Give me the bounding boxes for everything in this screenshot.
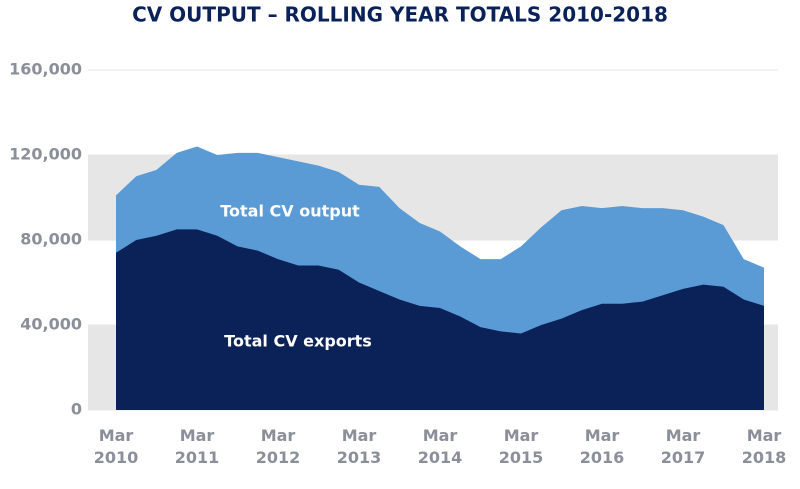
area [116,229,764,410]
y-tick-label: 160,000 [9,60,82,79]
y-tick-label: 80,000 [20,230,82,249]
series-label: Total CV output [220,202,360,221]
x-tick-label: Mar 2011 [174,426,220,467]
y-tick-label: 0 [71,400,82,419]
x-tick-label: Mar 2014 [417,426,463,467]
x-tick-label: Mar 2012 [255,426,301,467]
x-tick-label: Mar 2015 [498,426,544,467]
series-label: Total CV exports [224,332,372,351]
y-tick-label: 40,000 [20,315,82,334]
areas: Total CV output Total CV exports [116,146,764,410]
x-tick-label: Mar 2010 [93,426,139,467]
chart-title: CV OUTPUT – ROLLING YEAR TOTALS 2010-201… [132,3,668,27]
x-tick-label: Mar 2016 [579,426,625,467]
y-tick-label: 120,000 [9,145,82,164]
ticks: 0 40,000 80,000 120,000 160,000 [9,60,82,419]
x-tick-label: Mar 2017 [660,426,706,467]
x-tick-label: Mar 2013 [336,426,382,467]
x-tick-label: Mar 2018 [741,426,787,467]
